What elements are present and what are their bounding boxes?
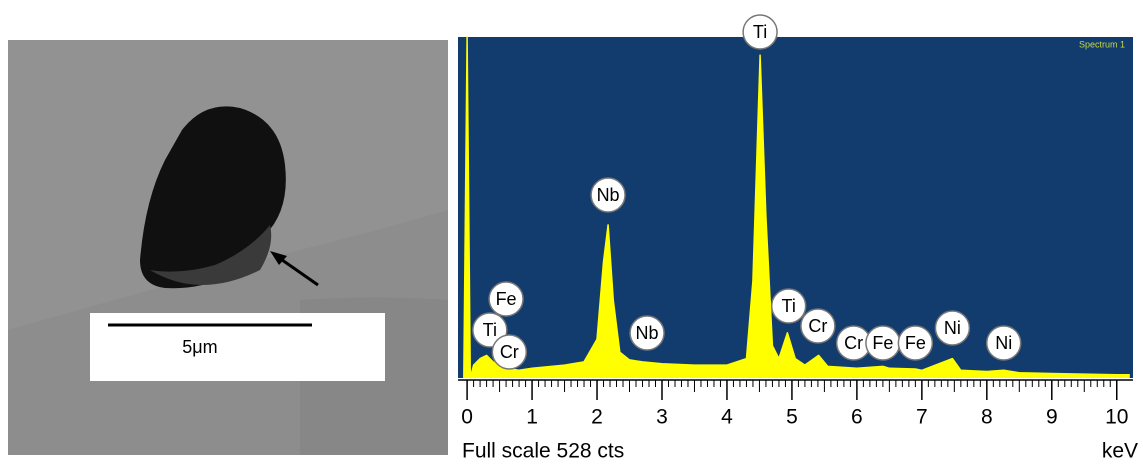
element-label: Nb [630, 316, 664, 350]
element-label: Nb [591, 178, 625, 212]
spectrum-label: Spectrum 1 [1079, 39, 1125, 49]
element-label-text: Fe [496, 289, 517, 309]
element-label: Cr [801, 309, 835, 343]
element-label: Ni [987, 326, 1021, 360]
page: {"image": {"scale_bar_label": "5μm"}, "c… [0, 0, 1143, 468]
element-label-text: Cr [500, 342, 519, 362]
element-label-text: Cr [844, 333, 863, 353]
element-label-text: Cr [808, 316, 827, 336]
element-label-text: Ni [995, 333, 1012, 353]
x-axis-label: keV [1102, 440, 1138, 463]
element-label-text: Ti [753, 22, 767, 42]
x-tick-label: 7 [916, 406, 928, 429]
element-label: Fe [866, 326, 900, 360]
x-tick-label: 4 [721, 406, 733, 429]
x-tick-label: 5 [786, 406, 798, 429]
x-tick-label: 1 [526, 406, 538, 429]
element-label: Cr [492, 335, 526, 369]
x-tick-label: 3 [656, 406, 668, 429]
scale-bar-box [90, 313, 385, 381]
element-label-text: Ni [944, 318, 961, 338]
sem-image: 5μm [8, 40, 448, 455]
element-label: Fe [489, 282, 523, 316]
element-label-text: Ti [483, 320, 497, 340]
x-tick-label: 6 [851, 406, 863, 429]
x-tick-label: 2 [591, 406, 603, 429]
x-tick-label: 8 [981, 406, 993, 429]
element-label-text: Nb [636, 323, 659, 343]
plot-background [458, 37, 1133, 378]
scale-bar-label: 5μm [182, 337, 217, 357]
element-label-text: Fe [872, 333, 893, 353]
element-label: Ti [743, 15, 777, 49]
element-label-text: Nb [597, 185, 620, 205]
full-scale-label: Full scale 528 cts [462, 440, 624, 463]
element-label: Ti [772, 289, 806, 323]
element-label: Fe [898, 326, 932, 360]
figure: 5μm Spectrum 1 Full scale 528 cts keV 0 1… [0, 0, 1143, 468]
x-tick-label: 0 [461, 406, 473, 429]
x-tick-label: 9 [1046, 406, 1058, 429]
element-label-text: Ti [782, 296, 796, 316]
x-tick-label: 10 [1105, 406, 1128, 429]
element-label-text: Fe [905, 333, 926, 353]
element-label: Ni [935, 311, 969, 345]
